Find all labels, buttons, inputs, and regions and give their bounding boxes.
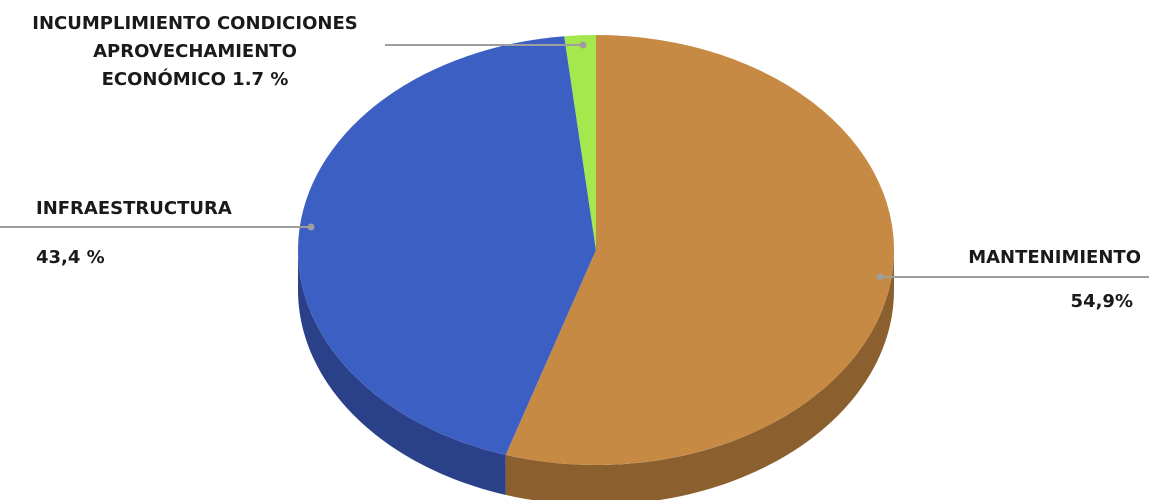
label-infraestructura-value: 43,4 % <box>36 247 105 268</box>
label-mantenimiento-value: 54,9% <box>1071 291 1133 312</box>
leader-lines <box>0 41 1149 281</box>
leader-line-mantenimiento-dot <box>876 273 884 281</box>
pie-side-infraestructura <box>298 250 506 495</box>
pie-slice-incumplimiento <box>564 35 596 250</box>
leader-line-incumplimiento-dot <box>579 41 587 49</box>
leader-line-infraestructura-dot <box>307 223 315 231</box>
pie-slice-infraestructura <box>298 36 596 455</box>
pie-side-mantenimiento <box>505 250 894 500</box>
label-incumplimiento-line2: APROVECHAMIENTO <box>93 41 297 62</box>
label-incumplimiento-line1: INCUMPLIMIENTO CONDICIONES <box>32 13 357 34</box>
label-infraestructura-name: INFRAESTRUCTURA <box>36 198 232 219</box>
label-mantenimiento-name: MANTENIMIENTO <box>968 247 1141 268</box>
pie-slice-mantenimiento <box>505 35 895 465</box>
label-incumplimiento-line3: ECONÓMICO 1.7 % <box>102 68 289 90</box>
pie-3d-sides <box>298 250 894 500</box>
pie-slices <box>298 35 895 465</box>
